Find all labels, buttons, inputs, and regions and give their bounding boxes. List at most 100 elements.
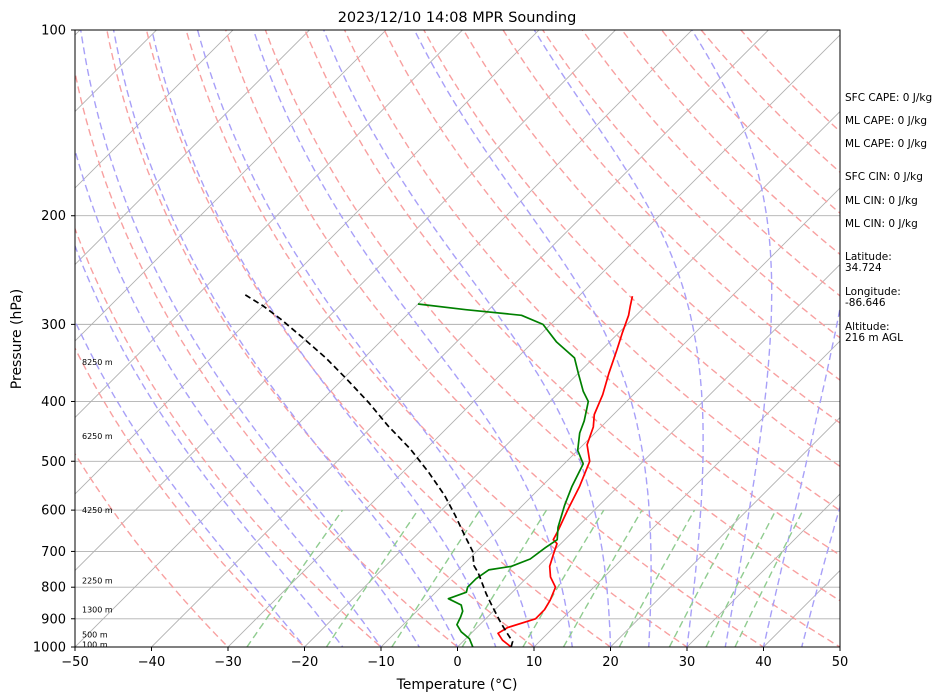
isotherm-line — [75, 30, 387, 342]
dry-adiabat-line — [75, 452, 229, 647]
dry-adiabat-line — [145, 30, 612, 647]
mixing-ratio-line — [246, 509, 344, 647]
isotherm-line — [609, 416, 840, 647]
height-label: 1300 m — [82, 606, 113, 615]
moist-adiabat-line — [75, 147, 382, 647]
dry-adiabat-line — [75, 69, 459, 647]
mixing-ratio-line — [618, 509, 696, 647]
x-tick-label: −20 — [291, 655, 318, 670]
y-axis-label: Pressure (hPa) — [9, 289, 25, 389]
dry-adiabat-line — [304, 30, 840, 602]
mixing-ratio-line — [668, 509, 743, 647]
height-label: 8250 m — [82, 358, 113, 367]
mixing-ratio-line — [734, 509, 804, 647]
mixing-ratio-line — [461, 509, 548, 647]
isotherm-line — [75, 30, 540, 495]
moist-adiabat-line — [75, 244, 344, 647]
isotherm-line — [75, 30, 617, 572]
moist-adiabat-line — [112, 30, 459, 647]
chart-title: 2023/12/10 14:08 MPR Sounding — [338, 10, 577, 26]
moist-adiabat-line — [323, 30, 612, 647]
mixing-ratio-line — [705, 509, 777, 647]
altitude-text: Altitude: 216 m AGL — [845, 321, 903, 344]
dry-adiabat-line — [185, 30, 689, 647]
moist-adiabat-line — [196, 30, 535, 647]
x-tick-label: −10 — [367, 655, 394, 670]
ml-cape-text: ML CAPE: 0 J/kg — [845, 115, 928, 127]
isotherm-line — [380, 187, 840, 647]
y-tick-label: 300 — [41, 318, 66, 333]
x-axis-label: Temperature (°C) — [396, 677, 518, 693]
sfc-cin-text: SFC CIN: 0 J/kg — [845, 171, 923, 183]
y-tick-label: 1000 — [33, 641, 66, 656]
y-tick-label: 500 — [41, 455, 66, 470]
isotherm-line — [227, 34, 840, 647]
y-tick-label: 900 — [41, 612, 66, 627]
plot-frame — [74, 29, 841, 648]
dry-adiabat-line — [224, 30, 765, 647]
x-tick-label: −40 — [138, 655, 165, 670]
moist-adiabat-line — [413, 30, 652, 647]
dewpoint-line — [417, 303, 590, 647]
x-tick-label: 30 — [679, 655, 696, 670]
height-label: 100 m — [82, 640, 108, 649]
y-tick-label: 100 — [41, 24, 66, 39]
height-label: 6250 m — [82, 432, 113, 441]
isotherm-line — [75, 30, 693, 647]
moist-adiabat-line — [801, 504, 840, 647]
x-tick-label: −50 — [61, 655, 88, 670]
moist-adiabat-line — [762, 304, 840, 647]
dry-adiabat-line — [541, 30, 840, 339]
mixing-ratio-line — [325, 509, 419, 647]
dry-adiabat-line — [462, 30, 840, 424]
x-tick-label: 50 — [832, 655, 849, 670]
y-tick-label: 400 — [41, 395, 66, 410]
height-label: 2250 m — [82, 576, 113, 585]
x-tick-label: 10 — [526, 655, 543, 670]
sfc-cape-text: SFC CAPE: 0 J/kg — [845, 92, 933, 104]
x-tick-label: 20 — [602, 655, 619, 670]
height-label: 4250 m — [82, 506, 113, 515]
dry-adiabat-line — [700, 30, 840, 174]
y-tick-label: 800 — [41, 581, 66, 596]
y-tick-label: 200 — [41, 209, 66, 224]
height-label: 500 m — [82, 631, 108, 640]
data-lines — [243, 293, 634, 647]
isotherm-line — [150, 30, 770, 647]
dry-adiabat-line — [264, 30, 840, 647]
isotherm-line — [303, 110, 840, 647]
ml-cin-text: ML CIN: 0 J/kg — [845, 195, 918, 207]
isotherm-line — [75, 30, 311, 266]
dry-adiabat-line — [502, 30, 840, 382]
y-tick-label: 700 — [41, 545, 66, 560]
x-tick-label: 40 — [755, 655, 772, 670]
parcel-line — [243, 293, 514, 647]
ml-cin-text-2: ML CIN: 0 J/kg — [845, 218, 918, 230]
x-tick-label: −30 — [214, 655, 241, 670]
moist-adiabat-line — [75, 319, 306, 647]
y-axis: 100 200 300 400 500 600 700 800 900 1000 — [33, 24, 75, 656]
dry-adiabat-line — [106, 30, 536, 647]
moist-adiabat-line — [691, 30, 773, 647]
latitude-text: Latitude: 34.724 — [845, 251, 892, 274]
moist-adiabat-line — [252, 30, 574, 647]
moist-adiabat-line — [151, 30, 497, 647]
isotherm-line — [75, 30, 158, 113]
y-tick-label: 600 — [41, 504, 66, 519]
isotherm-line — [75, 30, 464, 419]
isotherm-line — [456, 263, 840, 647]
ml-cape-text-2: ML CAPE: 0 J/kg — [845, 138, 928, 150]
isotherm-line — [75, 30, 234, 189]
isotherm-line — [686, 493, 840, 647]
reference-lines — [75, 16, 947, 660]
moist-adiabat-line — [80, 30, 421, 647]
x-tick-label: 0 — [453, 655, 461, 670]
longitude-text: Longitude: -86.646 — [845, 286, 901, 309]
isotherm-line — [903, 16, 947, 660]
x-axis: −50 −40 −30 −20 −10 0 10 20 30 40 50 — [61, 647, 848, 670]
dry-adiabat-line — [581, 30, 840, 297]
mixing-ratio-line — [562, 509, 643, 647]
mixing-ratio-line — [391, 509, 481, 647]
